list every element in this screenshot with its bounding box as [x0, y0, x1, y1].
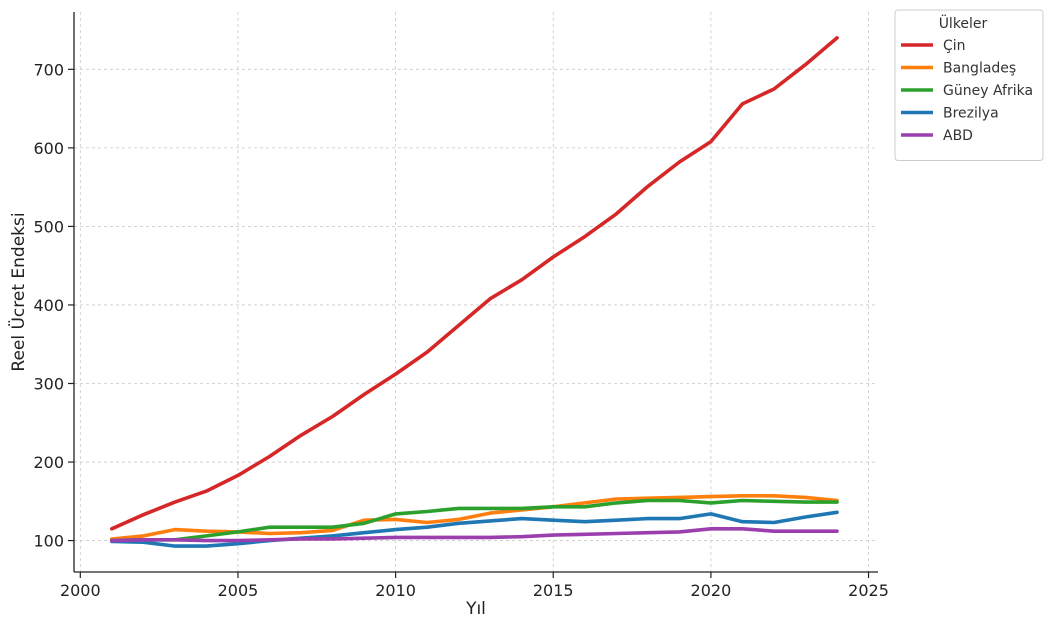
y-tick-label: 200 — [33, 453, 64, 472]
series-line-3 — [110, 498, 839, 543]
y-tick-label: 100 — [33, 532, 64, 551]
x-tick-label: 2000 — [60, 581, 101, 600]
series-line-5 — [110, 526, 839, 543]
legend-label: Güney Afrika — [943, 83, 1033, 99]
grid — [74, 12, 878, 572]
x-axis-title: Yıl — [465, 599, 486, 619]
legend-title: Ülkeler — [939, 14, 988, 32]
y-axis-title: Reel Ücret Endeksi — [7, 212, 29, 371]
x-tick-label: 2020 — [691, 581, 732, 600]
x-tick-label: 2025 — [848, 581, 889, 600]
series-line-1 — [110, 36, 839, 531]
legend-label: Brezilya — [943, 106, 999, 122]
axes: 2000 2005 2010 2015 2020 2025 100 200 300 400 500 6… — [33, 12, 889, 600]
legend-label: ABD — [943, 128, 973, 144]
series-lines — [110, 36, 839, 548]
series-line-4 — [110, 510, 839, 548]
y-tick-label: 500 — [33, 217, 64, 236]
y-tick-label: 300 — [33, 375, 64, 394]
legend-label: Bangladeş — [943, 61, 1016, 77]
y-tick-label: 600 — [33, 139, 64, 158]
x-tick-label: 2015 — [533, 581, 574, 600]
legend-box — [894, 9, 1044, 161]
legend-label: Çin — [943, 38, 966, 54]
legend-items: Çin Bangladeş Güney Afrika Brezilya ABD — [901, 38, 1033, 144]
y-tick-label: 400 — [33, 296, 64, 315]
x-tick-label: 2010 — [375, 581, 416, 600]
y-tick-label: 700 — [33, 60, 64, 79]
x-tick-label: 2005 — [218, 581, 259, 600]
legend: Ülkeler Çin Bangladeş Güney Afrika Brezilya… — [894, 9, 1044, 161]
